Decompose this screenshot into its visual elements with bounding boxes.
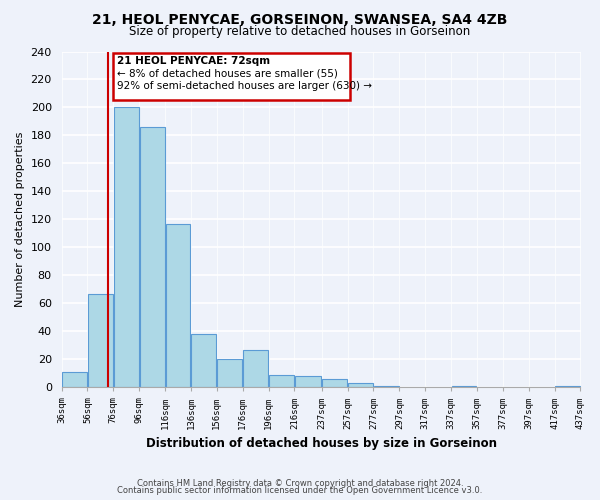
Bar (322, 379, 347, 388)
Text: Contains public sector information licensed under the Open Government Licence v3: Contains public sector information licen… (118, 486, 482, 495)
Y-axis label: Number of detached properties: Number of detached properties (15, 132, 25, 307)
Bar (217, 360, 242, 388)
Bar (243, 350, 268, 388)
FancyBboxPatch shape (113, 53, 350, 100)
Text: 92% of semi-detached houses are larger (630) →: 92% of semi-detached houses are larger (… (117, 81, 372, 91)
Text: 21, HEOL PENYCAE, GORSEINON, SWANSEA, SA4 4ZB: 21, HEOL PENYCAE, GORSEINON, SWANSEA, SA… (92, 12, 508, 26)
Bar (452, 386, 476, 388)
Bar (555, 386, 580, 388)
Text: Contains HM Land Registry data © Crown copyright and database right 2024.: Contains HM Land Registry data © Crown c… (137, 478, 463, 488)
Bar (166, 224, 190, 388)
Bar (62, 372, 87, 388)
Bar (88, 294, 113, 388)
Bar (140, 127, 164, 388)
Bar (191, 334, 217, 388)
Bar (374, 386, 399, 388)
Text: ← 8% of detached houses are smaller (55): ← 8% of detached houses are smaller (55) (117, 68, 338, 78)
Text: Size of property relative to detached houses in Gorseinon: Size of property relative to detached ho… (130, 25, 470, 38)
X-axis label: Distribution of detached houses by size in Gorseinon: Distribution of detached houses by size … (146, 437, 497, 450)
Bar (114, 108, 139, 388)
Text: 21 HEOL PENYCAE: 72sqm: 21 HEOL PENYCAE: 72sqm (117, 56, 271, 66)
Bar (269, 375, 294, 388)
Bar (348, 383, 373, 388)
Bar (295, 376, 321, 388)
